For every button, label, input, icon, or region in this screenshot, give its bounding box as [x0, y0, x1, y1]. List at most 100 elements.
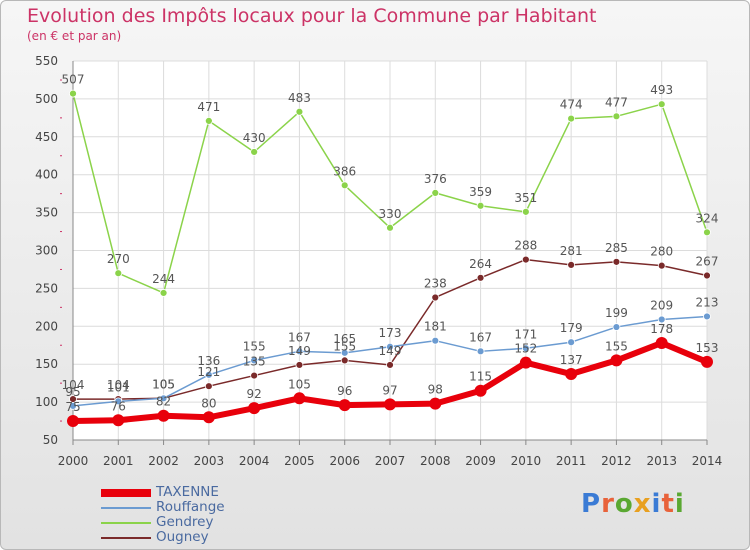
y-tick-label: 50 [43, 433, 58, 447]
x-tick-label: 2001 [103, 454, 134, 468]
data-point [114, 397, 123, 406]
data-point [250, 356, 259, 365]
data-label: 285 [605, 241, 628, 255]
data-point [295, 347, 304, 356]
legend-label: Ougney [156, 529, 209, 545]
data-label: 95 [65, 385, 80, 399]
data-label: 244 [152, 272, 175, 286]
data-point [250, 371, 259, 380]
data-point [204, 370, 213, 379]
y-tick-label: 500 [35, 92, 58, 106]
chart-title: Evolution des Impôts locaux pour la Comm… [27, 5, 597, 27]
data-label: 330 [379, 207, 402, 221]
data-label: 474 [560, 98, 583, 112]
data-label: 280 [650, 245, 673, 259]
data-label: 149 [288, 344, 311, 358]
y-tick-label: 300 [35, 244, 58, 258]
data-point [521, 207, 530, 216]
legend-swatch [101, 537, 151, 539]
data-point [338, 399, 351, 412]
data-label: 471 [197, 100, 220, 114]
x-tick-label: 2004 [239, 454, 270, 468]
data-label: 82 [156, 395, 171, 409]
x-tick-label: 2013 [646, 454, 677, 468]
data-point [612, 112, 621, 121]
data-label: 137 [560, 353, 583, 367]
y-tick-label: 350 [35, 206, 58, 220]
data-label: 104 [62, 378, 85, 392]
y-tick-label: 200 [35, 319, 58, 333]
data-label: 75 [65, 400, 80, 414]
data-label: 92 [247, 387, 262, 401]
x-tick-label: 2007 [375, 454, 406, 468]
data-label: 209 [650, 298, 673, 312]
data-label: 376 [424, 172, 447, 186]
data-point [384, 398, 396, 411]
data-label: 493 [650, 83, 673, 97]
data-label: 351 [514, 191, 537, 205]
data-point [519, 356, 532, 369]
data-point [610, 354, 623, 367]
data-point [340, 181, 349, 190]
x-tick-label: 2000 [58, 454, 89, 468]
data-label: 359 [469, 185, 492, 199]
x-tick-label: 2009 [465, 454, 496, 468]
legend-swatch [101, 489, 151, 497]
x-tick-label: 2011 [556, 454, 587, 468]
data-point [612, 257, 621, 266]
data-point [657, 100, 666, 109]
data-point [157, 409, 170, 422]
data-label: 430 [243, 131, 266, 145]
data-label: 181 [424, 320, 447, 334]
data-point [703, 312, 711, 321]
data-label: 267 [696, 255, 719, 269]
data-point [293, 392, 306, 405]
data-point [476, 201, 485, 210]
y-tick-label: 550 [35, 54, 58, 68]
chart-subtitle: (en € et par an) [27, 29, 122, 43]
y-tick-label: 250 [35, 281, 58, 295]
data-point [476, 273, 485, 282]
data-point [295, 361, 304, 369]
data-label: 149 [379, 344, 402, 358]
data-point [386, 342, 394, 351]
legend-label: Gendrey [156, 514, 214, 530]
legend-label: TAXENNE [156, 484, 219, 500]
y-tick-label: 150 [35, 357, 58, 371]
data-label: 104 [107, 378, 130, 392]
data-point [386, 223, 394, 232]
data-point [657, 261, 666, 270]
legend-swatch [101, 507, 151, 509]
data-label: 98 [428, 383, 443, 397]
data-label: 105 [152, 377, 175, 391]
data-point [69, 89, 77, 98]
x-tick-label: 2002 [148, 454, 179, 468]
logo-letter: x [633, 489, 652, 519]
data-point [565, 368, 578, 381]
x-tick-label: 2014 [692, 454, 723, 468]
x-tick-label: 2008 [420, 454, 451, 468]
data-label: 153 [696, 341, 719, 355]
data-label: 270 [107, 252, 130, 266]
data-point [69, 401, 77, 410]
data-point [295, 107, 304, 116]
data-label: 97 [382, 383, 397, 397]
data-point [204, 116, 213, 125]
data-point [701, 355, 713, 368]
data-label: 264 [469, 257, 492, 271]
data-point [429, 397, 442, 410]
data-label: 483 [288, 91, 311, 105]
data-label: 324 [696, 211, 719, 225]
data-label: 386 [333, 164, 356, 178]
data-point [114, 269, 123, 278]
data-label: 507 [62, 73, 85, 87]
data-label: 152 [514, 342, 537, 356]
data-label: 167 [288, 330, 311, 344]
data-point [112, 414, 125, 427]
data-label: 281 [560, 244, 583, 258]
data-label: 288 [514, 239, 537, 253]
y-tick-label: 450 [35, 130, 58, 144]
proxiti-logo: Proxiti [581, 489, 685, 519]
y-tick-label: 400 [35, 168, 58, 182]
